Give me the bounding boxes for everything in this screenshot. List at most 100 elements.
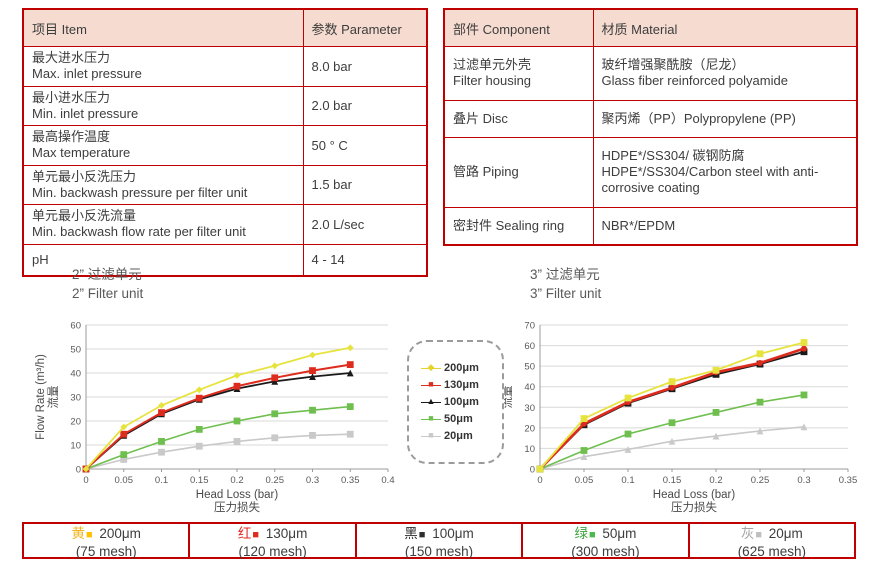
svg-text:20: 20 [524, 423, 535, 434]
svg-text:Head Loss (bar): Head Loss (bar) [196, 489, 279, 501]
svg-text:0: 0 [537, 475, 542, 486]
micron-label: 200μm [95, 526, 141, 541]
mesh-label: (75 mesh) [75, 543, 137, 559]
svg-text:0.35: 0.35 [341, 475, 360, 486]
item-en: Max. inlet pressure [32, 66, 142, 82]
legend-item: ◆ 200μm [421, 362, 502, 374]
item-en: Min. backwash pressure per filter unit [32, 184, 248, 200]
micron-label: 50μm [598, 526, 637, 541]
flow-chart-3inch: 0 10 20 30 40 50 60 70 0 0.05 0.1 0.15 0.2 0.25 0.3 0.3… [489, 321, 858, 515]
footer-cell-red: 红■ 130μm (120 mesh) [188, 524, 354, 559]
material-cn: 玻纤增强聚酰胺（尼龙） [601, 57, 745, 72]
color-swatch-icon: ■ [252, 529, 260, 541]
svg-text:0.15: 0.15 [663, 475, 682, 486]
item-value: 1.5 bar [302, 164, 428, 205]
svg-text:0.2: 0.2 [709, 475, 722, 486]
component-cn: 过滤单元外壳 [453, 57, 532, 72]
table-row: 最小进水压力 Min. inlet pressure 2.0 bar [22, 85, 428, 126]
svg-text:30: 30 [70, 393, 81, 404]
svg-text:0.4: 0.4 [381, 475, 394, 486]
chart-title-3inch-cn: 3” 过滤单元 [530, 267, 600, 282]
legend-label: 100μm [444, 396, 479, 408]
svg-text:Flow Rate (m³/h)流量: Flow Rate (m³/h)流量 [35, 354, 60, 440]
table-row: 最大进水压力 Max. inlet pressure 8.0 bar [22, 46, 428, 87]
svg-text:0.35: 0.35 [839, 475, 858, 486]
item-value: 4 - 14 [302, 243, 428, 277]
chart-legend: ◆ 200μm ■ 130μm ▲ 100μm ■ 50μm ■ 20μm [407, 340, 504, 464]
footer-cell-black: 黑■ 100μm (150 mesh) [354, 524, 521, 559]
svg-text:20: 20 [70, 417, 81, 428]
material-cn: 聚丙烯（PP）Polypropylene (PP) [601, 110, 796, 126]
footer-cell-gray: 灰■ 20μm (625 mesh) [687, 524, 854, 559]
svg-text:0.05: 0.05 [575, 475, 594, 486]
svg-text:0: 0 [76, 465, 81, 476]
color-code-footer: 黄■ 200μm (75 mesh) 红■ 130μm (120 mesh) 黑… [22, 522, 856, 559]
mesh-label: (300 mesh) [571, 543, 640, 559]
color-name-cn: 绿 [574, 526, 588, 541]
svg-text:压力损失: 压力损失 [214, 500, 260, 514]
svg-text:0.3: 0.3 [797, 475, 810, 486]
material-header-row: 部件 Component 材质 Material [443, 8, 858, 47]
color-swatch-icon: ■ [418, 529, 426, 541]
color-name-cn: 灰 [740, 526, 755, 541]
table-row: 最高操作温度 Max temperature 50 ° C [22, 125, 428, 166]
mesh-label: (625 mesh) [737, 543, 806, 559]
color-name-cn: 黑 [404, 526, 418, 541]
legend-label: 20μm [444, 430, 473, 442]
svg-text:Head Loss (bar): Head Loss (bar) [653, 489, 736, 501]
table-row: 单元最小反洗流量 Min. backwash flow rate per filt… [22, 204, 428, 245]
legend-label: 50μm [444, 413, 473, 425]
legend-item: ■ 130μm [421, 379, 502, 391]
component-cn: 密封件 Sealing ring [453, 217, 565, 233]
svg-text:10: 10 [524, 444, 535, 455]
table-row: 密封件 Sealing ring NBR*/EPDM [443, 206, 858, 246]
item-cn: 单元最小反洗压力 [32, 168, 137, 184]
item-en: Max temperature [32, 145, 131, 161]
svg-text:0.25: 0.25 [751, 475, 770, 486]
series-200um-marker-icon: ◆ [421, 363, 441, 374]
color-swatch-icon: ■ [85, 529, 93, 541]
chart-title-2inch: 2” 过滤单元 2” Filter unit [72, 266, 143, 304]
micron-label: 100μm [428, 526, 474, 541]
item-cn: 单元最小反洗流量 [32, 208, 137, 223]
material-en: HDPE*/SS304/Carbon steel with anti-corro… [601, 164, 819, 196]
color-name-cn: 黄 [71, 526, 85, 541]
svg-text:60: 60 [70, 321, 81, 332]
item-cn: pH [32, 251, 49, 267]
item-value: 2.0 L/sec [302, 204, 428, 245]
series-100um-marker-icon: ▲ [421, 397, 441, 408]
svg-text:0.25: 0.25 [266, 475, 285, 486]
flow-chart-2inch: 0 10 20 30 40 50 60 0 0.05 0.1 0.15 0.2 0.25 0.3 0.35 0… [35, 321, 395, 515]
svg-text:60: 60 [524, 341, 535, 352]
material-col-component: 部件 Component [443, 8, 594, 47]
component-en: Filter housing [453, 73, 532, 89]
component-cn: 叠片 Disc [453, 110, 508, 126]
legend-item: ■ 50μm [421, 413, 502, 425]
mesh-label: (150 mesh) [404, 543, 474, 559]
svg-text:40: 40 [524, 382, 535, 393]
table-row: 管路 Piping HDPE*/SS304/ 碳钢防腐 HDPE*/SS304/C… [443, 136, 858, 208]
svg-text:0.1: 0.1 [155, 475, 168, 486]
material-cn: NBR*/EPDM [601, 217, 676, 233]
spec-table: 项目 Item 参数 Parameter 最大进水压力 Max. inlet pr… [22, 8, 428, 277]
svg-text:0.05: 0.05 [115, 475, 134, 486]
color-name-cn: 红 [237, 526, 252, 541]
svg-text:30: 30 [524, 403, 535, 414]
mesh-label: (120 mesh) [238, 543, 307, 559]
chart-title-2inch-en: 2” Filter unit [72, 285, 144, 301]
material-cn: HDPE*/SS304/ 碳钢防腐 [601, 147, 745, 163]
spec-col-parameter: 参数 Parameter [302, 8, 428, 47]
item-cn: 最大进水压力 [32, 50, 111, 65]
chart-title-3inch: 3” 过滤单元 3” Filter unit [530, 266, 601, 304]
svg-text:40: 40 [70, 369, 81, 380]
spec-col-item: 项目 Item [22, 8, 304, 47]
item-value: 2.0 bar [302, 85, 428, 126]
series-130um-marker-icon: ■ [421, 380, 441, 391]
item-value: 50 ° C [302, 125, 428, 166]
micron-label: 20μm [765, 526, 803, 541]
footer-cell-green: 绿■ 50μm (300 mesh) [521, 524, 687, 559]
micron-label: 130μm [262, 526, 308, 541]
table-row: 叠片 Disc 聚丙烯（PP）Polypropylene (PP) [443, 99, 858, 138]
svg-text:0.2: 0.2 [230, 475, 243, 486]
spec-header-row: 项目 Item 参数 Parameter [22, 8, 428, 47]
